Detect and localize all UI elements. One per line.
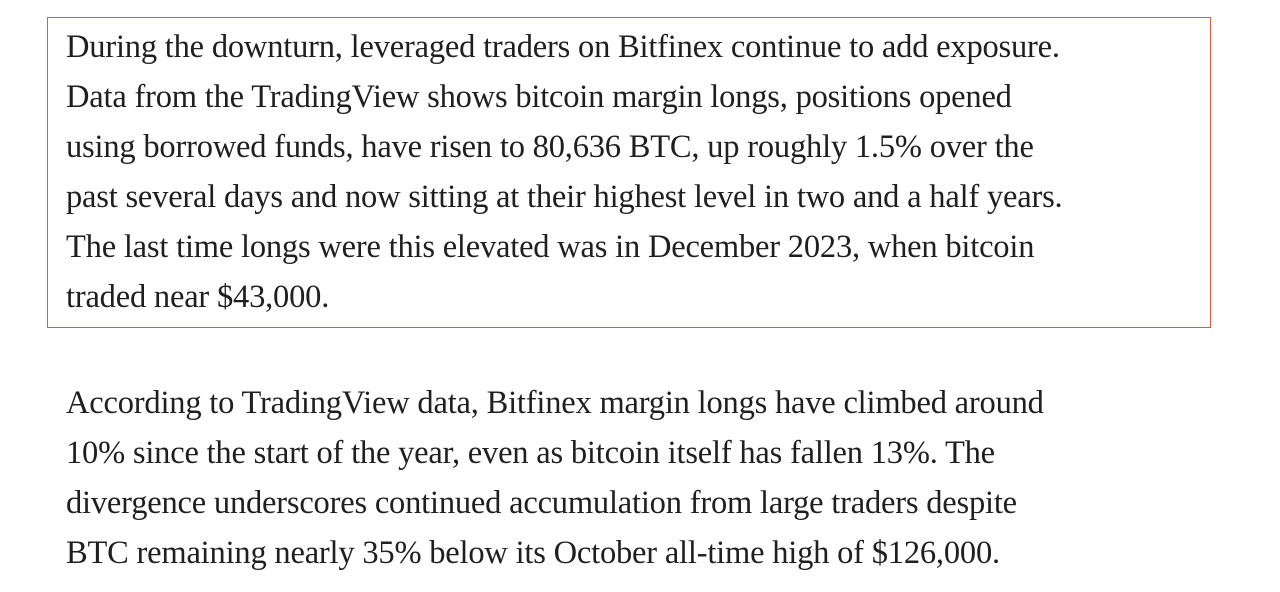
text-line: BTC remaining nearly 35% below its Octob… (66, 535, 1000, 571)
text-line: During the downturn, leveraged traders o… (66, 29, 1060, 65)
text-line: past several days and now sitting at the… (66, 179, 1063, 215)
text-line: divergence underscores continued accumul… (66, 485, 1017, 521)
text-line: using borrowed funds, have risen to 80,6… (66, 129, 1034, 165)
paragraph: According to TradingView data, Bitfinex … (66, 378, 1044, 578)
text-line: Data from the TradingView shows bitcoin … (66, 79, 1012, 115)
highlight-box (47, 17, 1211, 328)
text-line: traded near $43,000. (66, 279, 330, 315)
text-line: The last time longs were this elevated w… (66, 229, 1035, 265)
text-line: According to TradingView data, Bitfinex … (66, 385, 1044, 421)
paragraph: During the downturn, leveraged traders o… (66, 22, 1063, 322)
text-line: 10% since the start of the year, even as… (66, 435, 995, 471)
